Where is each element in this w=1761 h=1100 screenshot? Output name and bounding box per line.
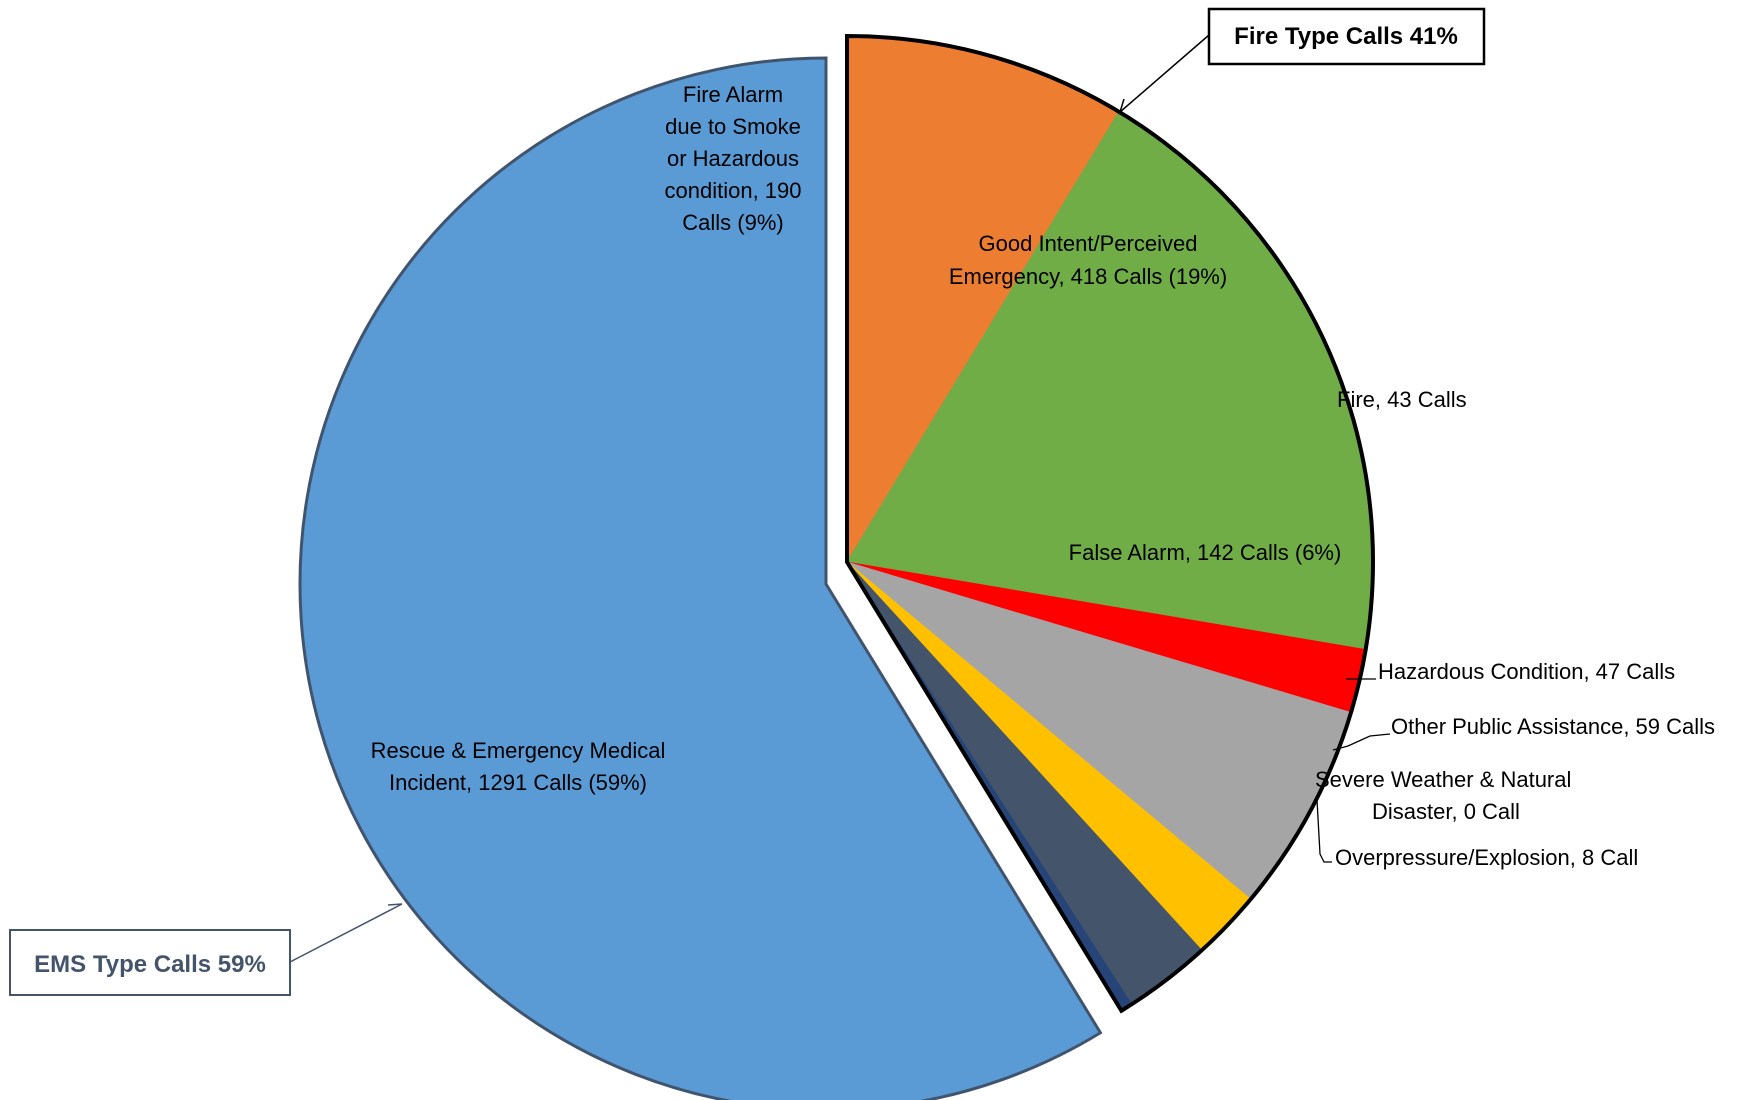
label-rescue-emergency-medical-incident: Rescue & Emergency Medical Incident, 1291… bbox=[371, 738, 666, 795]
ems-callout-arrowhead bbox=[387, 903, 403, 906]
label-line: Fire Alarm bbox=[683, 82, 783, 107]
label-line: False Alarm, 142 Calls (6%) bbox=[1069, 540, 1342, 565]
label-line: Hazardous Condition, 47 Calls bbox=[1378, 659, 1675, 684]
label-false-alarm: False Alarm, 142 Calls (6%) bbox=[1069, 540, 1342, 565]
label-fire-alarm-due-to-smoke-or-hazardous-condition: Fire Alarm due to Smoke or Hazardous condit… bbox=[665, 82, 802, 235]
label-line: Fire, 43 Calls bbox=[1337, 387, 1467, 412]
pie-slices bbox=[299, 35, 1374, 1100]
fire-callout-arrow bbox=[1119, 34, 1210, 113]
ems-callout-arrow bbox=[289, 903, 403, 963]
label-overpressure-explosion: Overpressure/Explosion, 8 Call bbox=[1335, 845, 1638, 870]
label-line: Other Public Assistance, 59 Calls bbox=[1391, 714, 1715, 739]
fire-callout-label: Fire Type Calls 41% bbox=[1234, 23, 1458, 50]
ems-callout-label: EMS Type Calls 59% bbox=[34, 951, 266, 978]
label-line: Severe Weather & Natural bbox=[1315, 767, 1571, 792]
label-line: Emergency, 418 Calls (19%) bbox=[949, 264, 1227, 289]
label-line: Incident, 1291 Calls (59%) bbox=[389, 770, 647, 795]
label-good-intent-perceived-emergency: Good Intent/Perceived Emergency, 418 Call… bbox=[949, 231, 1227, 289]
slice-labels: Fire Alarm due to Smoke or Hazardous condit… bbox=[371, 82, 1715, 870]
ems-callout-box bbox=[9, 929, 291, 996]
ems-group-outline bbox=[298, 56, 1103, 1100]
fire-group-outline bbox=[845, 33, 1375, 1014]
label-line: Disaster, 0 Call bbox=[1372, 799, 1520, 824]
fire-type-callout: Fire Type Calls 41% bbox=[1119, 7, 1486, 113]
label-fire: Fire, 43 Calls bbox=[1337, 387, 1467, 412]
fire-callout-box bbox=[1207, 7, 1486, 66]
label-line: condition, 190 bbox=[665, 178, 802, 203]
label-line: Rescue & Emergency Medical bbox=[371, 738, 666, 763]
ems-type-callout: EMS Type Calls 59% bbox=[9, 903, 403, 996]
leader-other-public-assistance bbox=[1332, 733, 1391, 751]
leader-overpressure-explosion bbox=[1316, 799, 1332, 863]
label-line: Overpressure/Explosion, 8 Call bbox=[1335, 845, 1638, 870]
label-leader-lines bbox=[1316, 678, 1391, 863]
label-line: Good Intent/Perceived bbox=[979, 231, 1198, 256]
label-line: due to Smoke bbox=[665, 114, 801, 139]
label-line: Calls (9%) bbox=[682, 210, 783, 235]
label-line: or Hazardous bbox=[667, 146, 799, 171]
label-other-public-assistance: Other Public Assistance, 59 Calls bbox=[1391, 714, 1715, 739]
label-severe-weather-natural-disaster: Severe Weather & Natural Disaster, 0 Call bbox=[1315, 767, 1571, 824]
label-hazardous-condition: Hazardous Condition, 47 Calls bbox=[1378, 659, 1675, 684]
group-outlines bbox=[298, 33, 1375, 1100]
fire-callout-arrowhead bbox=[1119, 98, 1125, 113]
